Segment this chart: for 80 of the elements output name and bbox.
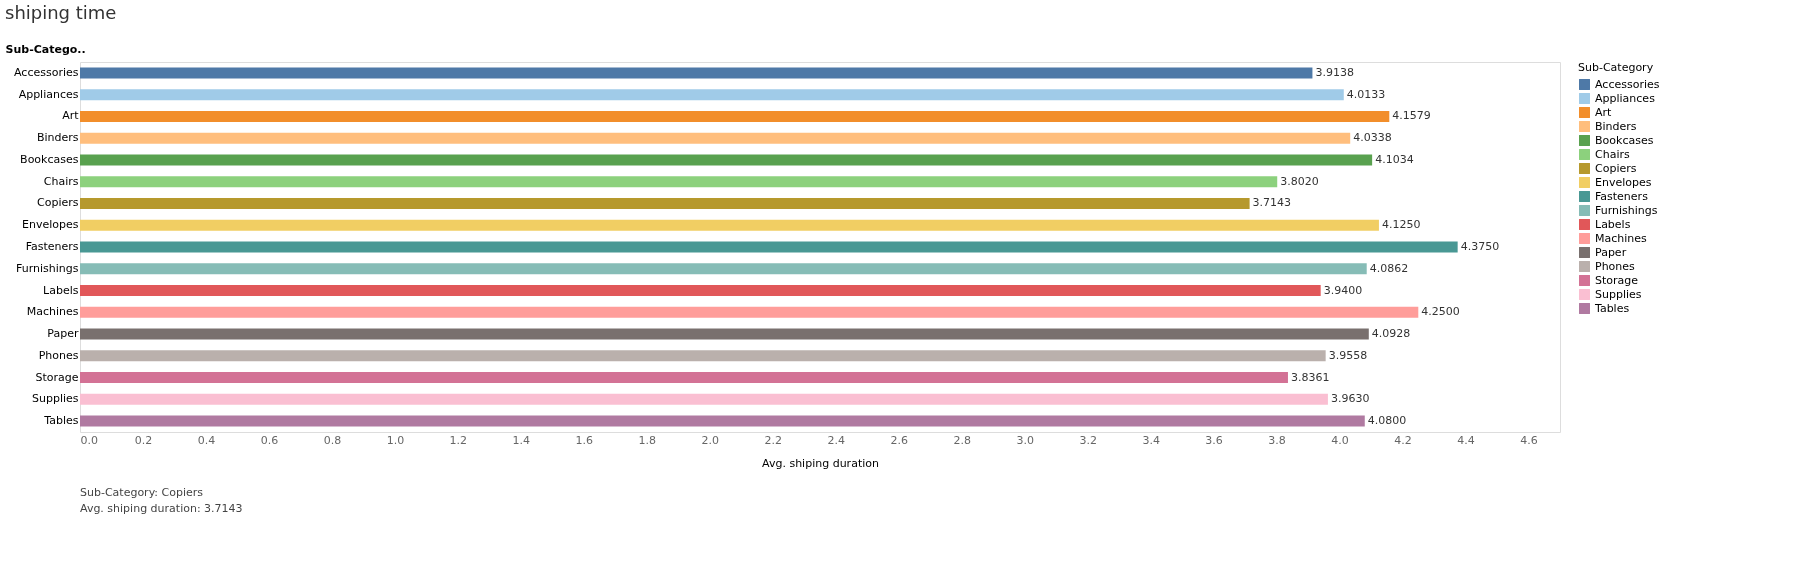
x-axis-title: Avg. shiping duration bbox=[762, 456, 879, 470]
text: 4.1579 bbox=[1392, 109, 1431, 123]
text: 3.8361 bbox=[1290, 370, 1330, 384]
y-tick-label: Paper bbox=[47, 327, 79, 341]
text: 4.1034 bbox=[1375, 152, 1414, 166]
text: 3.7143 bbox=[1252, 196, 1292, 210]
legend-label: Binders bbox=[1595, 119, 1637, 133]
y-axis-title: Sub-Catego.. bbox=[5, 42, 86, 56]
y-tick-label: Bookcases bbox=[20, 152, 79, 166]
legend-label: Appliances bbox=[1595, 91, 1656, 105]
x-tick-label: 2.2 bbox=[764, 433, 783, 447]
y-tick-label: Tables bbox=[43, 414, 79, 428]
legend-label: Art bbox=[1595, 105, 1613, 119]
legend-label: Tables bbox=[1594, 301, 1630, 315]
x-tick-label: 3.4 bbox=[1142, 433, 1160, 447]
legend-label: Phones bbox=[1595, 259, 1636, 273]
x-tick-label: 3.2 bbox=[1079, 433, 1097, 447]
legend-label: Chairs bbox=[1595, 147, 1630, 161]
legend-label: Supplies bbox=[1595, 287, 1642, 301]
y-tick-label: Binders bbox=[36, 131, 79, 145]
x-tick-label: 0.6 bbox=[260, 433, 279, 447]
x-tick-label: 1.2 bbox=[449, 433, 468, 447]
text: 4.1250 bbox=[1381, 218, 1421, 232]
y-tick-label: Accessories bbox=[14, 65, 79, 79]
legend-label: Copiers bbox=[1595, 161, 1637, 175]
x-tick-label: 1.6 bbox=[575, 433, 594, 447]
y-tick-label: Phones bbox=[38, 348, 79, 362]
text: 4.3750 bbox=[1460, 240, 1500, 253]
text: 4.0862 bbox=[1369, 261, 1409, 275]
text: 3.9400 bbox=[1323, 283, 1363, 297]
x-tick-label: 4.4 bbox=[1457, 433, 1475, 447]
x-tick-label: 1.0 bbox=[386, 433, 405, 447]
y-tick-label: Fasteners bbox=[25, 240, 79, 253]
y-tick-label: Appliances bbox=[18, 87, 79, 101]
x-tick-label: 3.0 bbox=[1016, 433, 1034, 447]
y-tick-label: Labels bbox=[43, 283, 79, 297]
text: 3.9630 bbox=[1330, 392, 1370, 406]
x-tick-label: 0.0 bbox=[80, 433, 98, 447]
x-tick-label: 4.0 bbox=[1331, 433, 1349, 447]
y-tick-label: Copiers bbox=[37, 196, 79, 210]
text: 3.8020 bbox=[1280, 174, 1319, 188]
text: 4.2500 bbox=[1421, 305, 1460, 319]
text: 4.0800 bbox=[1367, 414, 1407, 428]
x-tick-label: 2.0 bbox=[701, 433, 720, 447]
x-tick-label: 0.4 bbox=[197, 433, 216, 447]
legend-title: Sub-Category bbox=[1578, 61, 1654, 74]
x-tick-label: 1.4 bbox=[512, 433, 531, 447]
y-tick-label: Storage bbox=[35, 370, 79, 384]
x-tick-label: 0.8 bbox=[323, 433, 342, 447]
y-tick-label: Furnishings bbox=[16, 261, 79, 275]
text: Sub-Category: Copiers Avg. shiping duration: 3.7143 bbox=[80, 486, 243, 515]
chart-title: shiping time bbox=[5, 2, 117, 23]
y-tick-label: Art bbox=[62, 109, 80, 123]
legend-label: Machines bbox=[1595, 231, 1648, 245]
x-tick-label: 0.2 bbox=[134, 433, 153, 447]
legend-label: Storage bbox=[1595, 273, 1639, 287]
legend-label: Fasteners bbox=[1595, 189, 1649, 203]
x-tick-label: 4.6 bbox=[1520, 433, 1538, 447]
x-tick-label: 2.6 bbox=[890, 433, 908, 447]
legend-label: Envelopes bbox=[1595, 175, 1652, 189]
text: 4.0133 bbox=[1346, 87, 1386, 101]
text: 4.0338 bbox=[1353, 131, 1392, 145]
text: 3.9558 bbox=[1328, 348, 1368, 362]
y-tick-label: Machines bbox=[26, 305, 79, 319]
x-tick-label: 3.6 bbox=[1205, 433, 1223, 447]
y-tick-label: Chairs bbox=[43, 174, 79, 188]
legend-label: Labels bbox=[1595, 217, 1631, 231]
x-tick-label: 3.8 bbox=[1268, 433, 1286, 447]
x-tick-label: 4.2 bbox=[1394, 433, 1412, 447]
y-tick-label: Supplies bbox=[31, 392, 79, 406]
x-tick-label: 1.8 bbox=[638, 433, 657, 447]
x-tick-label: 2.4 bbox=[827, 433, 845, 447]
legend-label: Furnishings bbox=[1595, 203, 1658, 217]
text: 3.9138 bbox=[1315, 65, 1354, 79]
text: 4.0928 bbox=[1371, 327, 1411, 341]
legend-label: Accessories bbox=[1595, 77, 1660, 91]
legend-label: Paper bbox=[1595, 245, 1627, 259]
y-tick-label: Envelopes bbox=[22, 218, 79, 232]
x-tick-label: 2.8 bbox=[953, 433, 971, 447]
legend-label: Bookcases bbox=[1595, 133, 1654, 147]
